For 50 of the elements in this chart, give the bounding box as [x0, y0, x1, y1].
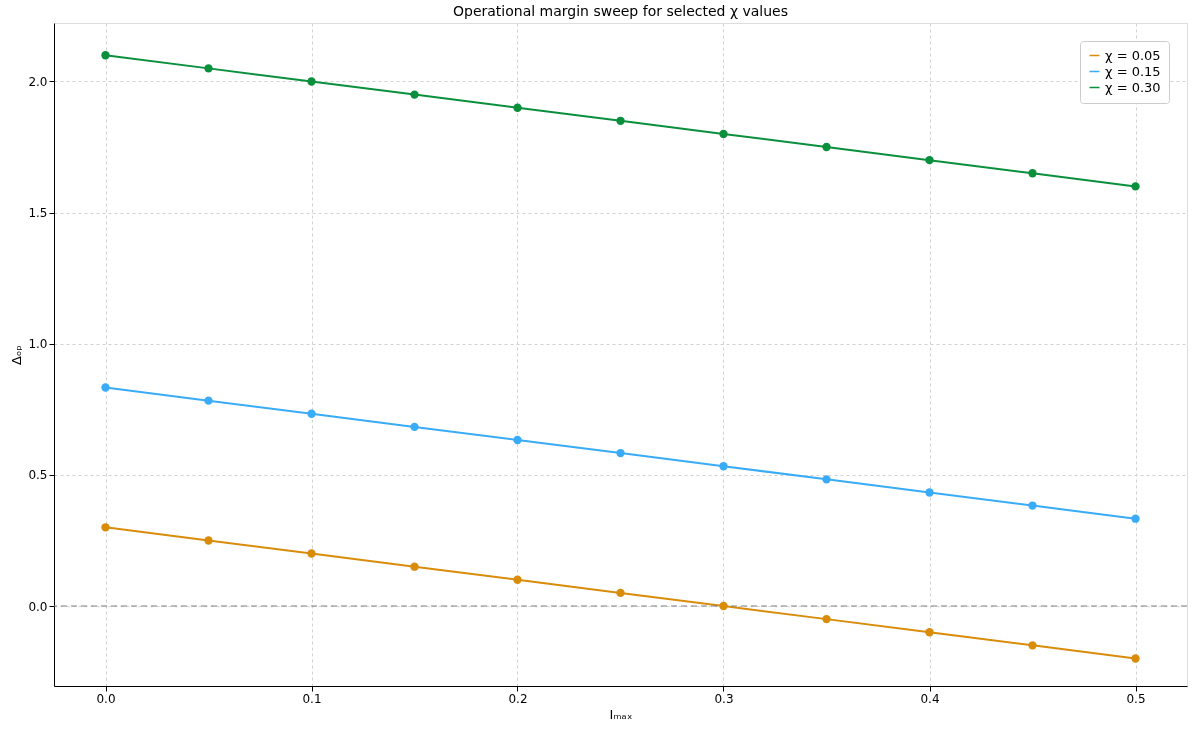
- point: [101, 383, 110, 392]
- point: [616, 116, 625, 125]
- point: [513, 575, 522, 584]
- point: [513, 103, 522, 112]
- y-tick-label: 0.5: [28, 468, 48, 483]
- y-tick-label: 1.5: [28, 206, 48, 221]
- point: [101, 51, 110, 60]
- y-tick-label: 1.0: [28, 337, 48, 352]
- point: [1028, 641, 1037, 650]
- x-tick-label: 0.4: [920, 691, 940, 706]
- point: [925, 488, 934, 497]
- legend-label: χ = 0.15: [1105, 63, 1161, 79]
- point: [822, 475, 831, 484]
- legend-label: χ = 0.30: [1105, 79, 1161, 95]
- x-tick-label: 0.5: [1126, 691, 1146, 706]
- point: [204, 396, 213, 405]
- point: [925, 628, 934, 637]
- point: [204, 536, 213, 545]
- point: [1131, 654, 1140, 663]
- point: [719, 129, 728, 139]
- legend-label: χ = 0.05: [1105, 47, 1161, 63]
- point: [925, 155, 934, 165]
- x-tick-label: 0.0: [96, 691, 116, 706]
- point: [410, 562, 419, 571]
- point: [616, 588, 625, 598]
- point: [1028, 169, 1037, 178]
- point: [822, 614, 831, 624]
- point: [204, 64, 213, 73]
- point: [1028, 501, 1037, 510]
- chart-title: Operational margin sweep for selected χ values: [452, 3, 789, 19]
- point: [307, 77, 316, 86]
- point: [616, 448, 625, 458]
- point: [101, 523, 110, 532]
- x-tick-label: 0.2: [508, 691, 528, 706]
- x-tick-label: 0.3: [714, 691, 734, 706]
- point: [410, 90, 419, 99]
- x-axis-title: Iₘₐₓ: [609, 706, 633, 722]
- point: [1131, 182, 1140, 191]
- point: [513, 435, 522, 445]
- y-tick-label: 2.0: [28, 74, 48, 89]
- y-axis-title: Δₒₚ: [9, 345, 25, 365]
- x-tick-label: 0.1: [302, 691, 322, 706]
- point: [410, 422, 419, 432]
- y-tick-label: 0.0: [28, 599, 48, 614]
- point: [1131, 514, 1140, 523]
- point: [307, 409, 316, 418]
- point: [719, 601, 728, 611]
- point: [822, 142, 831, 152]
- point: [307, 549, 316, 558]
- point: [719, 462, 728, 471]
